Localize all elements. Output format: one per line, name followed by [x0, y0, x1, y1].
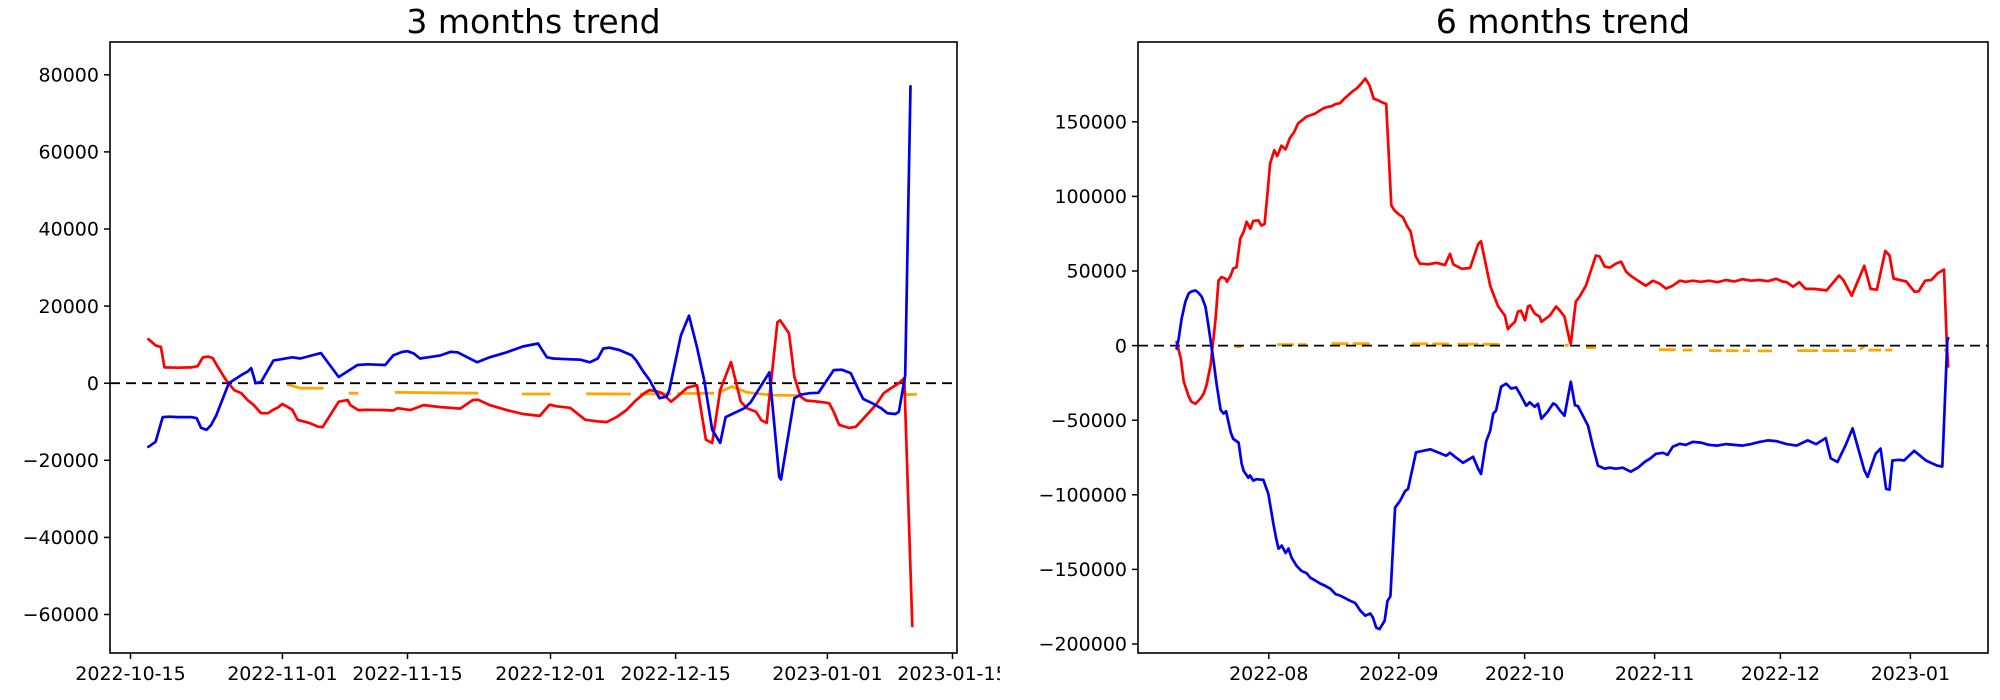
- chart-6-months-trend: 6 months trend 150000 100000 50000 0 −50000 −…: [1000, 0, 2000, 700]
- chart-canvas-6-months: 150000 100000 50000 0 −50000 −100000 −150000 −2…: [1039, 41, 1989, 685]
- plot-area-border: [1137, 41, 1989, 654]
- x-axis-tick-label: 2023-01-01: [772, 663, 882, 685]
- orange-line-segment: [394, 391, 479, 395]
- y-axis-tick-label: −60000: [23, 604, 99, 626]
- plot-area-border: [109, 41, 958, 654]
- y-axis-tick-label: −40000: [23, 527, 99, 549]
- y-axis-tick-label: 150000: [1054, 111, 1127, 133]
- x-axis-tick-label: 2022-08: [1229, 663, 1308, 685]
- x-axis-tick-label: 2023-01: [1871, 663, 1950, 685]
- x-axis-tick-label: 2022-12-15: [620, 663, 730, 685]
- y-axis-tick-label: 60000: [39, 142, 99, 164]
- x-axis-tick-label: 2022-11: [1615, 663, 1694, 685]
- x-axis-tick-label: 2022-09: [1359, 663, 1438, 685]
- y-axis-tick-label: −100000: [1039, 484, 1127, 506]
- x-axis-tick-label: 2022-11-01: [227, 663, 337, 685]
- y-axis-tick-label: 0: [1115, 335, 1127, 357]
- y-axis-tick-label: −50000: [1051, 410, 1127, 432]
- y-axis-tick-label: 20000: [39, 296, 99, 318]
- y-axis-tick-label: 100000: [1054, 186, 1127, 208]
- x-axis-tick-label: 2022-11-15: [352, 663, 462, 685]
- y-axis-tick-label: −150000: [1039, 559, 1127, 581]
- blue-line: [1175, 289, 1950, 631]
- y-axis-tick-label: 80000: [39, 64, 99, 86]
- y-axis-tick-label: −200000: [1039, 634, 1127, 656]
- x-axis-tick-label: 2023-01-15: [897, 663, 1000, 685]
- orange-line-segment: [286, 382, 324, 390]
- y-axis-tick-label: 40000: [39, 219, 99, 241]
- x-axis-tick-label: 2022-12: [1741, 663, 1820, 685]
- y-axis-tick-label: 0: [87, 373, 99, 395]
- y-axis-tick-label: −20000: [23, 450, 99, 472]
- x-axis-tick-label: 2022-12-01: [495, 663, 605, 685]
- chart-canvas-3-months: 80000 60000 40000 20000 0 −20000 −40000 −60000 2…: [23, 41, 1000, 685]
- blue-line: [147, 84, 912, 481]
- red-line: [147, 318, 914, 628]
- chart-3-months-trend: 3 months trend 80000 60000 40000 20000 0 −200…: [23, 2, 1000, 685]
- red-line: [1175, 77, 1950, 406]
- x-axis-tick-label: 2022-10: [1485, 663, 1564, 685]
- orange-line-segment: [717, 385, 798, 397]
- chart-title-3-months: 3 months trend: [406, 2, 661, 41]
- chart-title-6-months: 6 months trend: [1435, 2, 1691, 41]
- x-axis-tick-label: 2022-10-15: [75, 663, 185, 685]
- y-axis-tick-label: 50000: [1067, 261, 1127, 283]
